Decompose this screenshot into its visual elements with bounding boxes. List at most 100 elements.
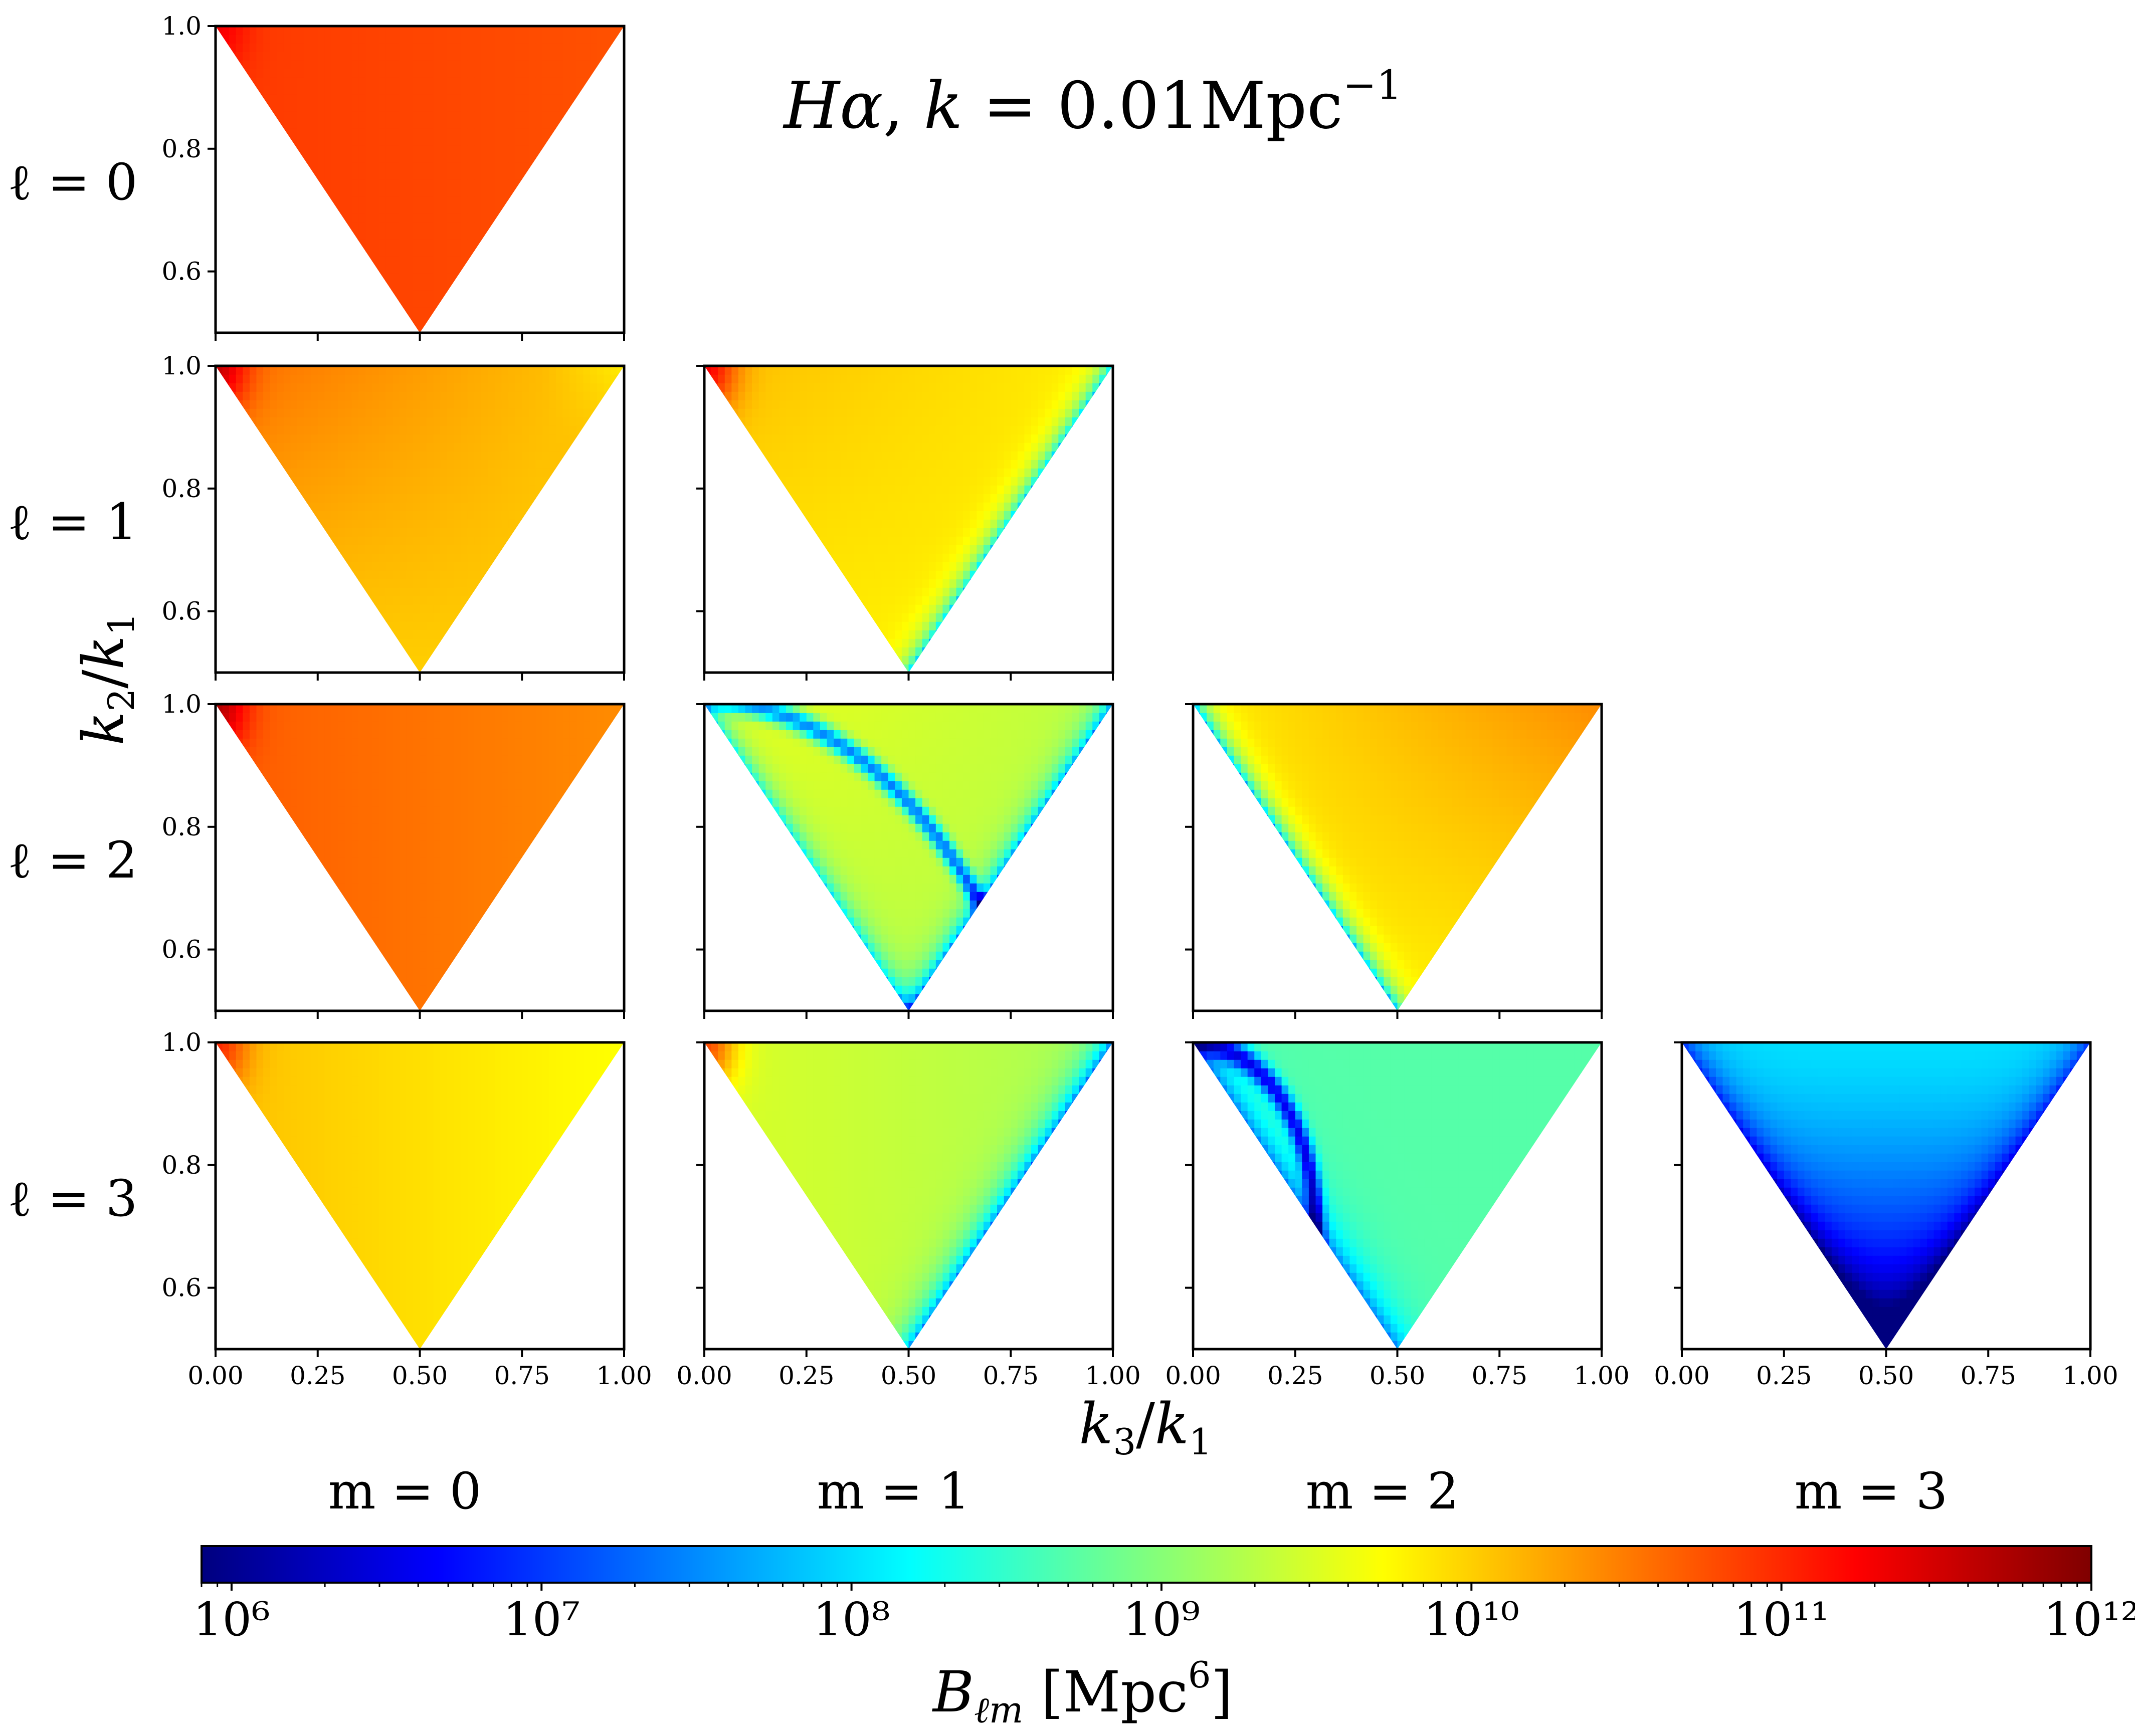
heatmap-cell — [528, 26, 536, 35]
heatmap-cell — [508, 162, 516, 171]
heatmap-cell — [752, 562, 759, 571]
heatmap-cell — [243, 205, 250, 214]
heatmap-cell — [549, 460, 556, 469]
heatmap-cell — [270, 69, 278, 78]
heatmap-cell — [758, 434, 766, 443]
heatmap-cell — [385, 519, 393, 528]
heatmap-cell — [542, 630, 550, 639]
heatmap-cell — [263, 604, 271, 613]
heatmap-cell — [311, 630, 318, 639]
heatmap-cell — [297, 434, 305, 443]
heatmap-cell — [779, 647, 787, 656]
heatmap-cell — [277, 502, 284, 511]
heatmap-cell — [290, 451, 298, 460]
heatmap-cell — [494, 222, 502, 231]
heatmap-cell — [488, 162, 495, 171]
heatmap-cell — [786, 366, 794, 375]
heatmap-cell — [447, 120, 455, 129]
heatmap-cell — [345, 316, 352, 325]
heatmap-cell — [501, 120, 509, 129]
heatmap-cell — [290, 171, 298, 180]
heatmap-cell — [467, 282, 475, 291]
heatmap-cell — [290, 494, 298, 503]
heatmap-cell — [711, 647, 718, 656]
heatmap-cell — [731, 434, 739, 443]
heatmap-cell — [576, 425, 584, 435]
heatmap-cell — [454, 307, 461, 316]
heatmap-cell — [569, 587, 577, 596]
heatmap-cell — [427, 468, 434, 477]
heatmap-cell — [488, 231, 495, 240]
heatmap-cell — [256, 545, 264, 554]
heatmap-cell — [345, 299, 352, 308]
heatmap-cell — [718, 613, 725, 622]
heatmap-cell — [372, 196, 379, 205]
heatmap-cell — [277, 511, 284, 520]
heatmap-cell — [263, 374, 271, 383]
heatmap-cell — [372, 213, 379, 223]
heatmap-cell — [467, 111, 475, 120]
heatmap-cell — [772, 383, 780, 392]
heatmap-cell — [820, 425, 828, 435]
heatmap-cell — [786, 443, 794, 452]
heatmap-cell — [249, 477, 257, 486]
heatmap-cell — [311, 451, 318, 460]
heatmap-cell — [222, 519, 230, 528]
heatmap-cell — [738, 502, 746, 511]
heatmap-cell — [610, 553, 618, 562]
heatmap-cell — [454, 265, 461, 274]
heatmap-cell — [243, 162, 250, 171]
heatmap-cell — [474, 613, 482, 622]
heatmap-cell — [372, 383, 379, 392]
heatmap-cell — [474, 621, 482, 630]
heatmap-cell — [317, 408, 325, 417]
heatmap-cell — [345, 638, 352, 647]
heatmap-cell — [501, 562, 509, 571]
heatmap-cell — [297, 94, 305, 103]
heatmap-cell — [738, 425, 746, 435]
heatmap-cell — [528, 213, 536, 223]
heatmap-cell — [813, 656, 821, 665]
heatmap-cell — [317, 69, 325, 78]
heatmap-cell — [317, 213, 325, 223]
heatmap-cell — [738, 536, 746, 545]
heatmap-cell — [590, 137, 598, 146]
heatmap-cell — [372, 137, 379, 146]
heatmap-cell — [597, 545, 605, 554]
heatmap-cell — [494, 52, 502, 61]
heatmap-cell — [711, 443, 718, 452]
heatmap-cell — [515, 477, 523, 486]
heatmap-cell — [290, 290, 298, 299]
heatmap-cell — [317, 94, 325, 103]
heatmap-cell — [590, 468, 598, 477]
heatmap-cell — [549, 494, 556, 503]
heatmap-cell — [481, 621, 489, 630]
heatmap-cell — [447, 638, 455, 647]
heatmap-cell — [399, 366, 407, 375]
heatmap-cell — [338, 511, 345, 520]
heatmap-cell — [515, 485, 523, 494]
heatmap-cell — [786, 468, 794, 477]
heatmap-cell — [304, 366, 311, 375]
heatmap-cell — [604, 43, 611, 52]
heatmap-cell — [297, 43, 305, 52]
heatmap-cell — [597, 604, 605, 613]
heatmap-cell — [758, 579, 766, 588]
heatmap-cell — [297, 307, 305, 316]
heatmap-cell — [379, 248, 386, 257]
heatmap-cell — [304, 468, 311, 477]
heatmap-cell — [549, 60, 556, 69]
heatmap-cell — [358, 256, 366, 265]
heatmap-cell — [222, 256, 230, 265]
heatmap-cell — [562, 162, 570, 171]
heatmap-cell — [461, 171, 468, 180]
heatmap-cell — [433, 587, 441, 596]
heatmap-cell — [427, 596, 434, 605]
heatmap-cell — [393, 86, 400, 95]
heatmap-cell — [365, 494, 373, 503]
heatmap-cell — [358, 579, 366, 588]
heatmap-cell — [820, 477, 828, 486]
heatmap-cell — [535, 52, 543, 61]
heatmap-cell — [508, 52, 516, 61]
heatmap-cell — [481, 579, 489, 588]
